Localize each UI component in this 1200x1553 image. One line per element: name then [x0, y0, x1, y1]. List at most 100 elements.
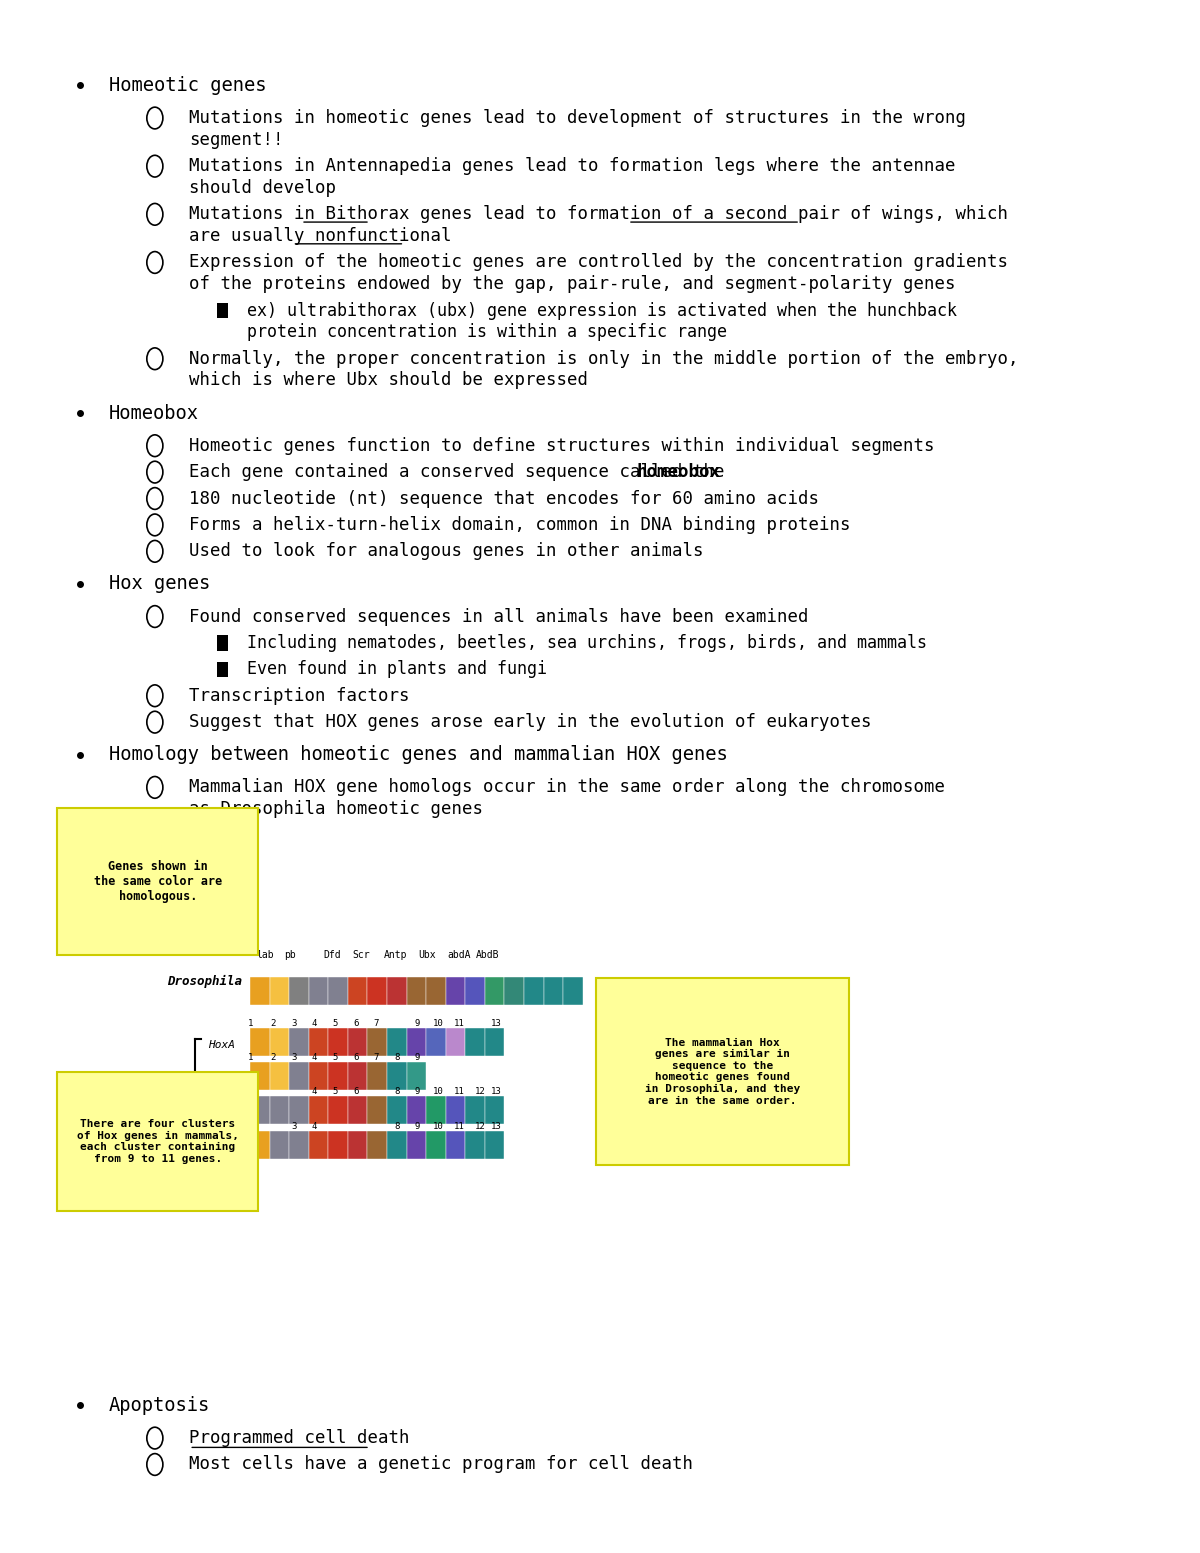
- Text: Most cells have a genetic program for cell death: Most cells have a genetic program for ce…: [190, 1455, 694, 1474]
- Text: Transcription factors: Transcription factors: [190, 686, 409, 705]
- Bar: [407, 1062, 426, 1090]
- Bar: [466, 1131, 485, 1159]
- Text: 1: 1: [247, 1019, 253, 1028]
- Text: 4: 4: [312, 1019, 317, 1028]
- Bar: [426, 977, 445, 1005]
- Text: Mammalian HOX gene homologs occur in the same order along the chromosome: Mammalian HOX gene homologs occur in the…: [190, 778, 946, 797]
- Text: Homeobox: Homeobox: [109, 404, 199, 422]
- Bar: [426, 1028, 445, 1056]
- Text: Forms a helix-turn-helix domain, common in DNA binding proteins: Forms a helix-turn-helix domain, common …: [190, 516, 851, 534]
- Text: 5: 5: [332, 1019, 337, 1028]
- Bar: [466, 1028, 485, 1056]
- Text: pb: pb: [284, 950, 296, 960]
- Bar: [544, 977, 563, 1005]
- Text: 9: 9: [415, 1087, 420, 1096]
- Bar: [348, 1028, 367, 1056]
- Bar: [329, 1096, 348, 1124]
- Text: 3: 3: [290, 1053, 296, 1062]
- Text: 12: 12: [475, 1121, 486, 1131]
- Bar: [485, 1131, 504, 1159]
- Bar: [217, 635, 228, 651]
- Bar: [308, 1131, 329, 1159]
- Text: Mutations in Antennapedia genes lead to formation legs where the antennae: Mutations in Antennapedia genes lead to …: [190, 157, 955, 175]
- Text: 8: 8: [394, 1121, 400, 1131]
- Bar: [308, 1028, 329, 1056]
- Text: 10: 10: [433, 1087, 444, 1096]
- Bar: [445, 1131, 466, 1159]
- Text: The mammalian Hox
genes are similar in
sequence to the
homeotic genes found
in D: The mammalian Hox genes are similar in s…: [646, 1037, 800, 1106]
- Text: 10: 10: [433, 1121, 444, 1131]
- Text: Homology between homeotic genes and mammalian HOX genes: Homology between homeotic genes and mamm…: [109, 745, 727, 764]
- Text: HoxD: HoxD: [208, 1143, 235, 1152]
- Text: Mammal: Mammal: [172, 1073, 185, 1117]
- Bar: [250, 977, 270, 1005]
- Text: 1: 1: [247, 1121, 253, 1131]
- Bar: [407, 977, 426, 1005]
- Text: Antp: Antp: [384, 950, 408, 960]
- Bar: [348, 1096, 367, 1124]
- Bar: [270, 1028, 289, 1056]
- Bar: [270, 1062, 289, 1090]
- Bar: [426, 1131, 445, 1159]
- Text: Used to look for analogous genes in other animals: Used to look for analogous genes in othe…: [190, 542, 703, 561]
- Text: Apoptosis: Apoptosis: [109, 1396, 210, 1415]
- Text: 3: 3: [290, 1121, 296, 1131]
- Text: Mutations in homeotic genes lead to development of structures in the wrong: Mutations in homeotic genes lead to deve…: [190, 109, 966, 127]
- Text: Drosophila: Drosophila: [167, 975, 241, 988]
- Text: 7: 7: [373, 1053, 379, 1062]
- Text: 7: 7: [373, 1019, 379, 1028]
- Bar: [367, 977, 388, 1005]
- Text: Expression of the homeotic genes are controlled by the concentration gradients: Expression of the homeotic genes are con…: [190, 253, 1008, 272]
- Text: 11: 11: [454, 1121, 464, 1131]
- Bar: [348, 1062, 367, 1090]
- Text: 9: 9: [415, 1019, 420, 1028]
- Text: HoxC: HoxC: [208, 1109, 235, 1118]
- Text: as Drosophila homeotic genes: as Drosophila homeotic genes: [190, 800, 484, 818]
- Bar: [217, 662, 228, 677]
- Text: 13: 13: [491, 1121, 502, 1131]
- Bar: [329, 1131, 348, 1159]
- FancyBboxPatch shape: [58, 808, 258, 955]
- Text: of the proteins endowed by the gap, pair-rule, and segment-polarity genes: of the proteins endowed by the gap, pair…: [190, 275, 955, 294]
- Text: Each gene contained a conserved sequence called the: Each gene contained a conserved sequence…: [190, 463, 736, 481]
- Bar: [388, 1062, 407, 1090]
- Text: 180 nucleotide (nt) sequence that encodes for 60 amino acids: 180 nucleotide (nt) sequence that encode…: [190, 489, 820, 508]
- Text: Homeotic genes function to define structures within individual segments: Homeotic genes function to define struct…: [190, 436, 935, 455]
- Bar: [445, 977, 466, 1005]
- Bar: [485, 977, 504, 1005]
- Bar: [367, 1028, 388, 1056]
- Text: Programmed cell death: Programmed cell death: [190, 1429, 409, 1447]
- Bar: [407, 1096, 426, 1124]
- Bar: [407, 1028, 426, 1056]
- Bar: [289, 1062, 308, 1090]
- Bar: [407, 1131, 426, 1159]
- Bar: [466, 977, 485, 1005]
- Text: are usually nonfunctional: are usually nonfunctional: [190, 227, 451, 245]
- Text: segment!!: segment!!: [190, 130, 283, 149]
- Text: lab: lab: [256, 950, 274, 960]
- Text: 4: 4: [312, 1121, 317, 1131]
- Text: 13: 13: [491, 1087, 502, 1096]
- Text: Homeotic genes: Homeotic genes: [109, 76, 266, 95]
- Bar: [348, 977, 367, 1005]
- Text: There are four clusters
of Hox genes in mammals,
each cluster containing
from 9 : There are four clusters of Hox genes in …: [77, 1120, 239, 1163]
- Text: 6: 6: [353, 1053, 359, 1062]
- Text: AbdB: AbdB: [475, 950, 499, 960]
- Bar: [289, 1028, 308, 1056]
- Bar: [367, 1062, 388, 1090]
- Text: Genes shown in
the same color are
homologous.: Genes shown in the same color are homolo…: [94, 860, 222, 902]
- Text: 11: 11: [454, 1087, 464, 1096]
- Bar: [348, 1131, 367, 1159]
- Text: HoxA: HoxA: [208, 1041, 235, 1050]
- Text: Normally, the proper concentration is only in the middle portion of the embryo,: Normally, the proper concentration is on…: [190, 349, 1019, 368]
- Text: 10: 10: [433, 1019, 444, 1028]
- Bar: [329, 1062, 348, 1090]
- Bar: [524, 977, 544, 1005]
- Text: 3: 3: [290, 1019, 296, 1028]
- Text: 4: 4: [312, 1087, 317, 1096]
- Text: Ubx: Ubx: [418, 950, 436, 960]
- Bar: [388, 1096, 407, 1124]
- Text: 11: 11: [454, 1019, 464, 1028]
- Bar: [485, 1028, 504, 1056]
- Bar: [466, 1096, 485, 1124]
